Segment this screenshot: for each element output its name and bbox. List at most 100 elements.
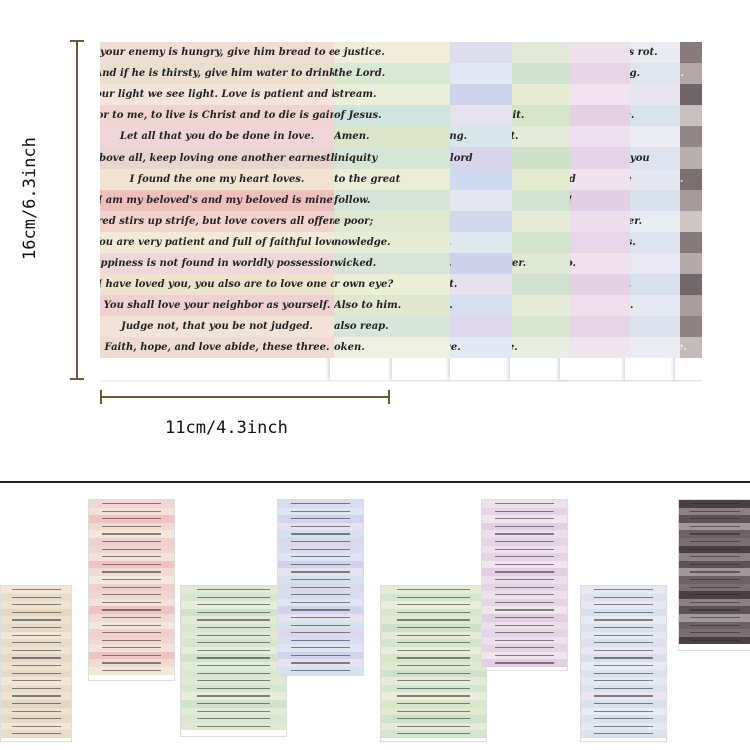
sticky-note-pad-thumbnail <box>88 499 175 681</box>
thumbnail-stripe <box>482 530 567 538</box>
thumbnail-stripe <box>482 553 567 561</box>
sticky-note-pad-thumbnail <box>678 499 750 651</box>
scripture-stripe: also reap. <box>330 316 450 338</box>
height-dimension-arrow <box>76 40 78 380</box>
thumbnail-stripe <box>89 560 174 569</box>
thumbnail-stripe <box>381 707 486 716</box>
scripture-stripe: In your light we see light. Love is pati… <box>100 84 334 106</box>
thumbnail-stripe <box>181 692 286 700</box>
scripture-stripe: iniquity <box>330 147 450 169</box>
thumbnail-stripe <box>278 568 363 576</box>
thumbnail-stripe <box>381 699 486 708</box>
thumbnail-stripe <box>181 707 286 716</box>
thumbnail-stripe <box>89 644 174 652</box>
thumbnail-stripe <box>89 507 174 516</box>
thumbnail-stripe <box>278 583 363 592</box>
thumbnail-stripe <box>278 613 363 622</box>
thumbnail-stripe <box>1 684 71 693</box>
thumbnail-stripe <box>89 500 174 508</box>
height-arrow-top-tick <box>70 40 84 42</box>
thumbnail-stripe <box>278 636 363 645</box>
thumbnail-stripe <box>482 598 567 607</box>
thumbnail-stripe <box>89 568 174 576</box>
thumbnail-stripe <box>89 606 174 614</box>
thumbnail-stripe <box>482 621 567 630</box>
thumbnail-stripe <box>181 608 286 617</box>
sticky-note-pad-thumbnail <box>180 585 287 737</box>
thumbnail-stripe <box>381 661 486 670</box>
thumbnail-stripe <box>181 586 286 594</box>
thumbnail-stripe <box>89 537 174 546</box>
scripture-stripe: You are very patient and full of faithfu… <box>100 231 334 253</box>
thumbnail-stripe <box>581 669 666 678</box>
thumbnail-stripe <box>381 677 486 685</box>
thumbnail-stripe <box>181 677 286 685</box>
thumbnail-stripe <box>1 601 71 609</box>
thumbnail-stripe <box>1 669 71 678</box>
thumbnail-stripe <box>581 646 666 655</box>
thumbnail-stripe <box>679 507 750 516</box>
thumbnail-stripe <box>89 545 174 554</box>
thumbnail-stripe <box>381 692 486 700</box>
thumbnail-stripe <box>482 583 567 592</box>
scripture-stripe: nowledge. <box>330 231 450 253</box>
thumbnail-stripe <box>278 507 363 516</box>
thumbnail-stripe <box>581 684 666 693</box>
sticky-note-sheet-back: e justice. the Lord. stream. of Jesus. Amen.… <box>330 42 450 380</box>
thumbnail-stripe <box>679 500 750 508</box>
thumbnail-stripe <box>482 515 567 523</box>
thumbnail-stripe <box>679 629 750 637</box>
thumbnail-stripe <box>482 651 567 660</box>
scripture-stripe: And if he is thirsty, give him water to … <box>100 63 334 85</box>
thumbnail-stripe <box>1 677 71 685</box>
thumbnail-stripe <box>679 560 750 569</box>
thumbnail-stripe <box>482 568 567 576</box>
thumbnail-stripe <box>381 646 486 655</box>
fanned-sticky-note-sheets: e justice. the Lord. stream. of Jesus. Amen.… <box>100 42 702 382</box>
thumbnail-stripe <box>181 646 286 655</box>
height-arrow-bottom-tick <box>70 378 84 380</box>
thumbnail-stripe <box>278 591 363 599</box>
thumbnail-stripe <box>278 515 363 523</box>
thumbnail-stripe <box>482 545 567 554</box>
thumbnail-stripe <box>89 659 174 668</box>
thumbnail-stripe <box>482 507 567 516</box>
thumbnail-stripe <box>482 591 567 599</box>
thumbnail-stripe <box>679 537 750 546</box>
thumbnail-stripe <box>278 651 363 660</box>
thumbnail-stripe <box>181 616 286 624</box>
thumbnail-stripe <box>278 500 363 508</box>
scripture-stripe: oken. <box>330 337 450 359</box>
sticky-note-pad-thumbnail <box>0 585 72 742</box>
scripture-stripe: I am my beloved's and my beloved is mine… <box>100 189 334 211</box>
thumbnail-stripe <box>679 613 750 622</box>
thumbnail-stripe <box>181 669 286 678</box>
thumbnail-stripe <box>181 661 286 670</box>
scripture-stripe: Happiness is not found in worldly posses… <box>100 252 334 275</box>
thumbnail-stripe <box>278 530 363 538</box>
thumbnail-stripe <box>1 661 71 670</box>
thumbnail-stripe <box>581 661 666 670</box>
thumbnail-stripe <box>581 699 666 708</box>
scripture-stripe: of Jesus. <box>330 105 450 127</box>
scripture-stripe: follow. <box>330 189 450 211</box>
thumbnail-stripe <box>278 553 363 561</box>
thumbnail-stripe <box>381 730 486 738</box>
thumbnail-stripe <box>679 575 750 584</box>
thumbnail-stripe <box>89 667 174 675</box>
sticky-note-pad-thumbnail <box>277 499 364 676</box>
thumbnail-stripe <box>278 621 363 630</box>
thumbnail-stripe <box>581 631 666 640</box>
thumbnail-stripe <box>1 699 71 708</box>
thumbnail-stripe <box>278 598 363 607</box>
sticky-note-sheet-front: If your enemy is hungry, give him bread … <box>100 42 334 380</box>
thumbnail-stripe <box>581 608 666 617</box>
scripture-stripe: I found the one my heart loves. <box>100 168 334 190</box>
thumbnail-stripe <box>181 593 286 602</box>
thumbnail-stripe <box>278 629 363 637</box>
thumbnail-stripe <box>1 593 71 602</box>
thumbnail-stripe <box>482 644 567 652</box>
thumbnail-stripe <box>581 730 666 738</box>
thumbnail-stripe <box>1 654 71 662</box>
section-divider <box>0 481 750 483</box>
